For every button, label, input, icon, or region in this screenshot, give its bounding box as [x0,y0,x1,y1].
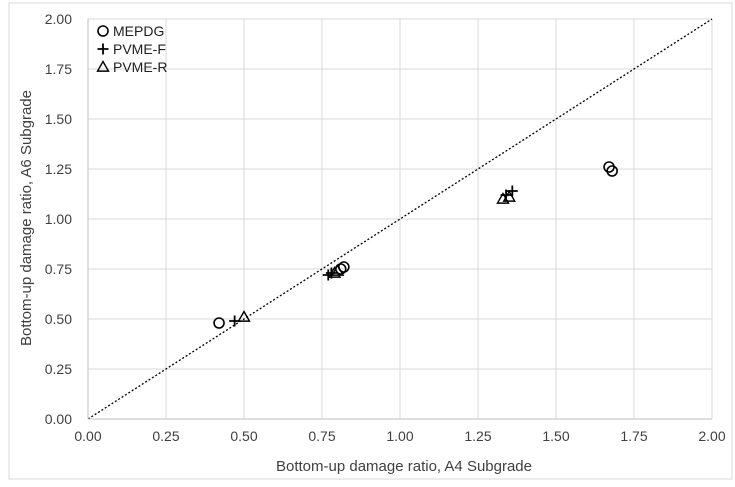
legend: MEPDG PVME-F PVME-R [96,23,167,75]
triangle-point [502,190,516,202]
y-tick-label: 0.75 [45,261,72,277]
legend-label: PVME-F [113,41,166,57]
x-tick-label: 0.75 [308,428,335,444]
data-points [213,161,618,329]
x-tick-label: 0.25 [152,428,179,444]
y-tick-label: 1.50 [45,111,72,127]
x-tick-label: 0.00 [74,428,101,444]
x-tick-label: 1.50 [542,428,569,444]
legend-marker-triangle [96,60,110,72]
triangle-point [237,310,251,322]
legend-label: PVME-R [113,59,167,75]
reference-line [87,18,713,420]
y-tick-label: 0.00 [45,411,72,427]
legend-label: MEPDG [113,23,164,39]
series-pvme-r [237,190,516,322]
circle-point [213,317,225,329]
x-axis-title: Bottom-up damage ratio, A4 Subgrade [276,458,532,475]
reference-line-group [87,18,713,420]
y-tick-label: 2.00 [45,11,72,27]
y-tick-label: 1.25 [45,161,72,177]
plus-point [506,185,518,197]
x-tick-label: 1.75 [620,428,647,444]
y-tick-label: 1.75 [45,61,72,77]
chart-frame [8,2,733,480]
axes [87,19,712,420]
tick-labels: 0.00 0.25 0.50 0.75 1.00 1.25 1.50 1.75 2.00 0.00… [45,11,726,444]
x-tick-label: 1.25 [464,428,491,444]
triangle-point [330,264,345,276]
grid-lines [88,18,713,419]
y-axis-title: Bottom-up damage ratio, A6 Subgrade [18,90,35,346]
x-tick-label: 1.00 [386,428,413,444]
y-tick-label: 0.50 [45,311,72,327]
y-tick-label: 0.25 [45,361,72,377]
circle-point [606,165,618,177]
legend-marker-plus [97,43,109,55]
triangle-point [327,266,342,278]
legend-marker-circle [97,25,109,37]
y-tick-label: 1.00 [45,211,72,227]
x-tick-label: 0.50 [230,428,257,444]
x-tick-label: 2.00 [698,428,725,444]
